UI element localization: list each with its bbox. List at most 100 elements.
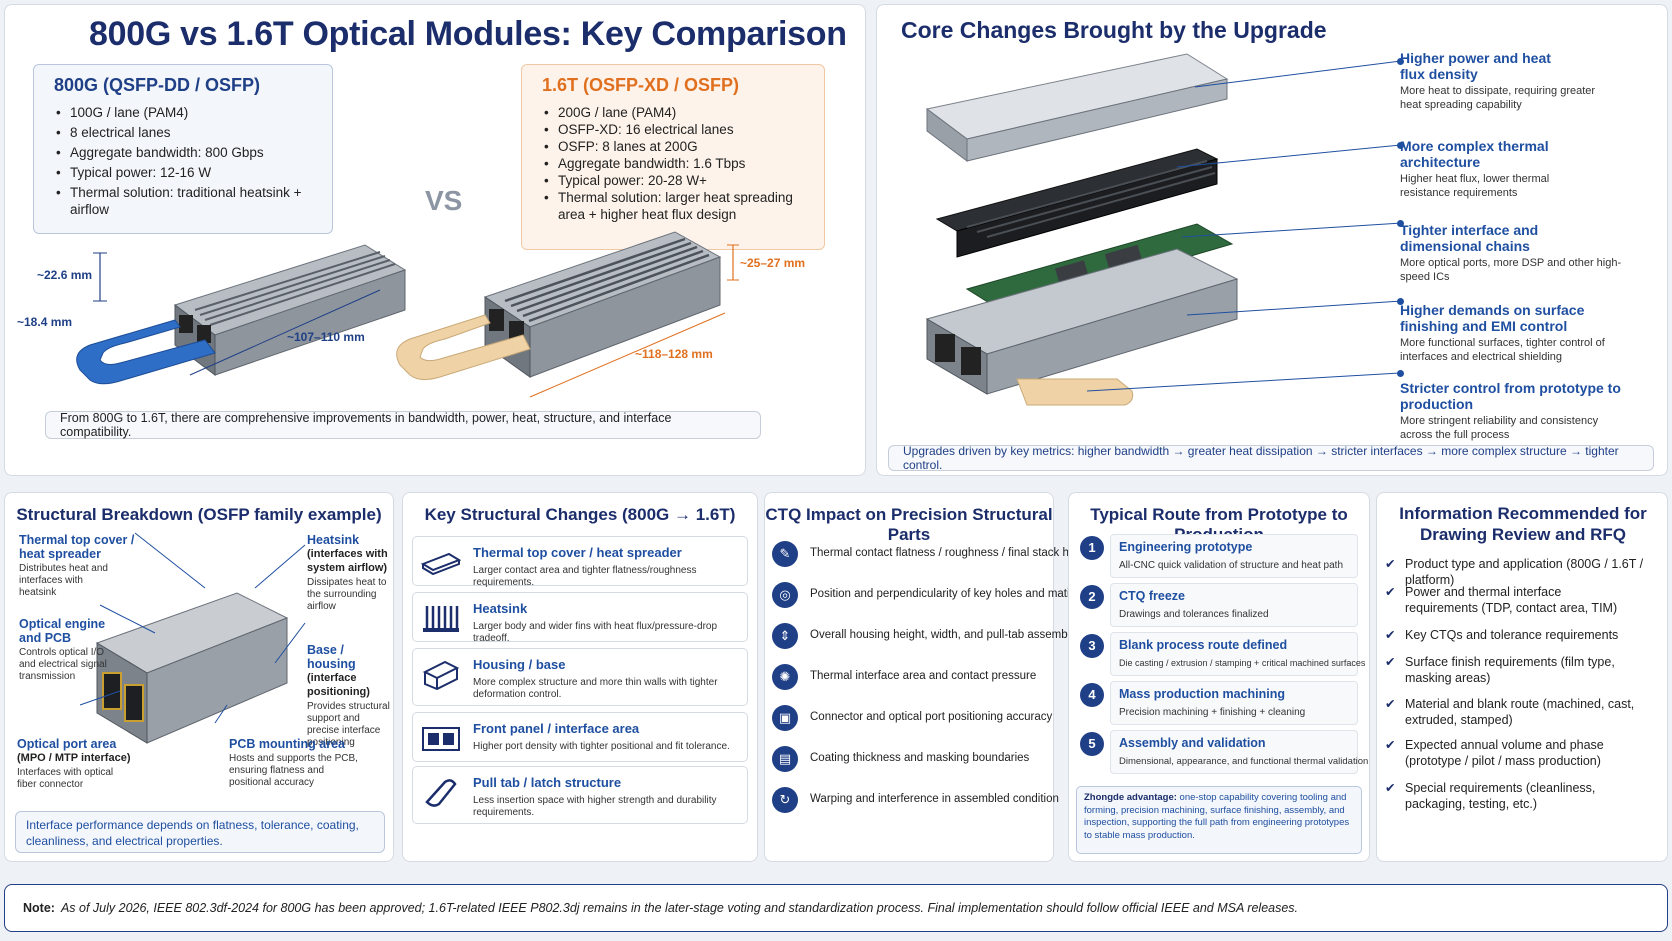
core-dot [1397,142,1404,149]
front-panel-icon [422,727,460,751]
breakdown-panel: Structural Breakdown (OSFP family exampl… [4,492,394,862]
spec-16t-item: OSFP: 8 lanes at 200G [542,138,804,155]
key-change-card: Housing / base More complex structure an… [412,648,748,706]
breakdown-title: Structural Breakdown (OSFP family exampl… [16,505,382,524]
vs-label: VS [425,185,463,216]
ctq-item: ✎ Thermal contact flatness / roughness / … [772,539,1094,569]
route-advantage-label: Zhongde advantage: [1084,792,1177,803]
spec-16t-item: 200G / lane (PAM4) [542,104,804,121]
spec-800g-box: 800G (QSFP-DD / OSFP) 100G / lane (PAM4)… [33,64,333,234]
dim-800g-height: ~22.6 mm [37,268,93,282]
breakdown-footer: Interface performance depends on flatnes… [15,811,385,853]
ctq-item: ◎ Position and perpendicularity of key ho… [772,580,1113,610]
page-title: 800G vs 1.6T Optical Modules: Key Compar… [89,15,847,53]
key-change-card: Heatsink Larger body and wider fins with… [412,592,748,644]
core-change-title: More complex thermal architecture [1400,138,1549,170]
ctq-item: ▤ Coating thickness and masking boundarie… [772,744,1072,774]
comparison-summary: From 800G to 1.6T, there are comprehensi… [45,411,761,439]
core-change-desc: More functional surfaces, tighter contro… [1400,337,1605,363]
ctq-item: ↻ Warping and interference in assembled c… [772,785,1072,815]
spec-16t-item: Aggregate bandwidth: 1.6 Tbps [542,155,804,172]
dim-800g-lines [93,244,739,398]
rfq-title: Information Recommended for Drawing Revi… [1399,504,1647,544]
core-dot [1397,370,1404,377]
core-change-item: Stricter control from prototype to produ… [1400,380,1650,442]
spec-800g-item: Thermal solution: traditional heatsink +… [54,184,312,218]
breakdown-label-port: Optical port area (MPO / MTP interface) … [17,737,131,790]
core-change-desc: More heat to dissipate, requiring greate… [1400,85,1596,111]
rfq-item: Material and blank route (machined, cast… [1385,696,1635,728]
thermal-icon: ✺ [772,664,798,690]
route-advantage-box: Zhongde advantage: one-stop capability c… [1076,786,1362,854]
core-dot [1397,220,1404,227]
dim-800g-length: ~107–110 mm [287,330,365,344]
breakdown-label-engine: Optical engine and PCB Controls optical … [19,617,107,682]
key-change-card: Pull tab / latch structure Less insertio… [412,766,748,824]
spec-800g-item: Aggregate bandwidth: 800 Gbps [54,144,312,161]
target-icon: ◎ [772,582,798,608]
coating-icon: ▤ [772,746,798,772]
breakdown-leader-lines [79,532,306,724]
spec-16t-item: OSFP-XD: 16 electrical lanes [542,121,804,138]
breakdown-label-cover: Thermal top cover / heat spreader Distri… [19,533,135,598]
core-dot [1397,298,1404,305]
key-change-card: Thermal top cover / heat spreader Larger… [412,536,748,588]
rfq-item: Power and thermal interface requirements… [1385,584,1635,616]
spec-800g-list: 100G / lane (PAM4) 8 electrical lanes Ag… [54,104,312,218]
spec-800g-item: Typical power: 12-16 W [54,164,312,181]
core-change-item: More complex thermal architecture Higher… [1400,138,1650,200]
core-change-desc: More optical ports, more DSP and other h… [1400,257,1622,283]
route-step: 1 Engineering prototype All-CNC quick vali… [1080,534,1360,578]
core-changes-title: Core Changes Brought by the Upgrade [901,17,1327,43]
rfq-item: Key CTQs and tolerance requirements [1385,627,1655,643]
route-step: 5 Assembly and validation Dimensional, app… [1080,730,1368,774]
dim-800g-width: ~18.4 mm [17,315,73,329]
module-16t-illustration [396,231,722,381]
core-change-title: Higher power and heat flux density [1400,50,1551,82]
ctq-item: ⇕ Overall housing height, width, and pull… [772,621,1137,651]
key-changes-title: Key Structural Changes (800G → 1.6T) [424,505,736,524]
dimension-icon: ⇕ [772,623,798,649]
key-change-card: Front panel / interface area Higher port… [412,712,748,762]
ruler-icon: ✎ [772,541,798,567]
breakdown-illustration [95,592,289,744]
route-step: 4 Mass production machining Precision mach… [1080,681,1360,725]
module-800g-illustration [76,244,407,385]
pull-tab-icon [425,779,457,807]
rfq-item: Expected annual volume and phase (protot… [1385,737,1635,769]
spec-16t-box: 1.6T (OSFP-XD / OSFP) 200G / lane (PAM4)… [521,64,825,250]
cover-icon [420,552,462,576]
ctq-item: ▣ Connector and optical port positioning … [772,703,1072,733]
breakdown-label-pcb-mount: PCB mounting area Hosts and supports the… [229,737,358,788]
spec-16t-item: Thermal solution: larger heat spreading … [542,189,804,223]
spec-800g-item: 8 electrical lanes [54,124,312,141]
route-step: 3 Blank process route defined Die casting … [1080,632,1365,676]
note-bar: Note: As of July 2026, IEEE 802.3df-2024… [4,884,1668,932]
spec-800g-item: 100G / lane (PAM4) [54,104,312,121]
core-changes-footer: Upgrades driven by key metrics: higher b… [888,444,1654,472]
rfq-item: Special requirements (cleanliness, packa… [1385,780,1635,812]
dim-16t-height: ~25–27 mm [740,256,806,270]
spec-16t-list: 200G / lane (PAM4) OSFP-XD: 16 electrica… [542,104,804,223]
note-text: As of July 2026, IEEE 802.3df-2024 for 8… [60,901,1299,915]
breakdown-label-heatsink: Heatsink (interfaces with system airflow… [307,533,388,612]
dim-16t-length: ~118–128 mm [635,347,713,361]
ctq-item: ✺ Thermal interface area and contact pres… [772,662,1072,692]
exploded-module-illustration [925,53,1239,406]
warping-icon: ↻ [772,787,798,813]
core-change-title: Stricter control from prototype to produ… [1400,380,1621,412]
core-dot [1397,58,1404,65]
core-change-desc: Higher heat flux, lower thermal resistan… [1400,173,1550,199]
core-change-desc: More stringent reliability and consisten… [1400,415,1599,441]
spec-800g-title: 800G (QSFP-DD / OSFP) [54,75,261,95]
core-changes-panel: Core Changes Brought by the Upgrade [876,4,1668,476]
route-step: 2 CTQ freeze Drawings and tolerances final… [1080,583,1360,627]
core-change-item: Higher power and heat flux density More … [1400,50,1650,112]
route-advantage-text: one-stop capability covering tooling and… [1084,792,1350,841]
core-change-item: Tighter interface and dimensional chains… [1400,222,1650,284]
housing-icon [422,660,460,690]
connector-icon: ▣ [772,705,798,731]
heatsink-icon [423,606,459,632]
core-change-title: Tighter interface and dimensional chains [1400,222,1539,254]
note-label: Note: [23,901,55,915]
